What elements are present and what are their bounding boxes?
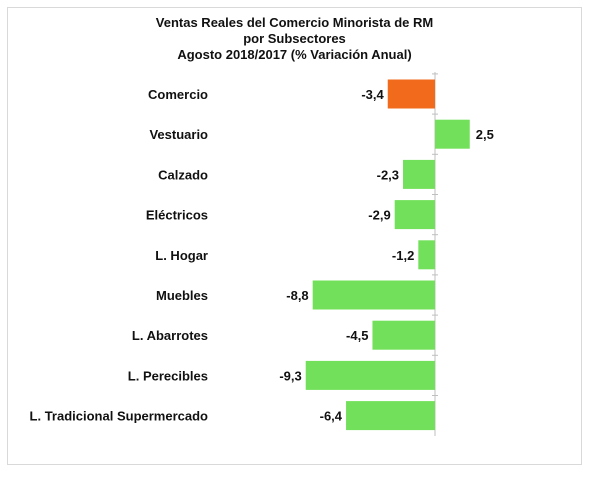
data-label: -2,9 <box>368 208 390 223</box>
data-label: -8,8 <box>286 288 308 303</box>
data-label: 2,5 <box>476 127 494 142</box>
data-label: -3,4 <box>361 87 384 102</box>
category-label: Muebles <box>156 288 208 303</box>
chart-title-line-3: Agosto 2018/2017 (% Variación Anual) <box>177 47 412 62</box>
bar-0 <box>387 79 435 109</box>
data-label: -4,5 <box>346 328 368 343</box>
bar-4 <box>418 240 435 270</box>
bar-3 <box>394 200 435 230</box>
category-label: Eléctricos <box>146 208 208 223</box>
chart-title-line-1: Ventas Reales del Comercio Minorista de … <box>155 15 434 30</box>
bar-6 <box>372 320 435 350</box>
bar-2 <box>403 159 435 189</box>
bar-7 <box>305 360 435 390</box>
data-label: -9,3 <box>279 368 301 383</box>
category-label: L. Hogar <box>155 248 208 263</box>
category-label: Vestuario <box>149 127 208 142</box>
category-label: L. Tradicional Supermercado <box>30 409 208 424</box>
bar-1 <box>435 119 470 149</box>
chart-frame <box>7 7 582 465</box>
chart-title-line-2: por Subsectores <box>243 31 346 46</box>
category-label: Comercio <box>148 87 208 102</box>
data-label: -2,3 <box>377 167 399 182</box>
data-label: -1,2 <box>392 248 414 263</box>
category-label: L. Perecibles <box>128 368 208 383</box>
bar-5 <box>312 280 435 310</box>
category-label: Calzado <box>158 167 208 182</box>
data-label: -6,4 <box>320 409 343 424</box>
bar-8 <box>346 401 435 431</box>
category-label: L. Abarrotes <box>132 328 208 343</box>
